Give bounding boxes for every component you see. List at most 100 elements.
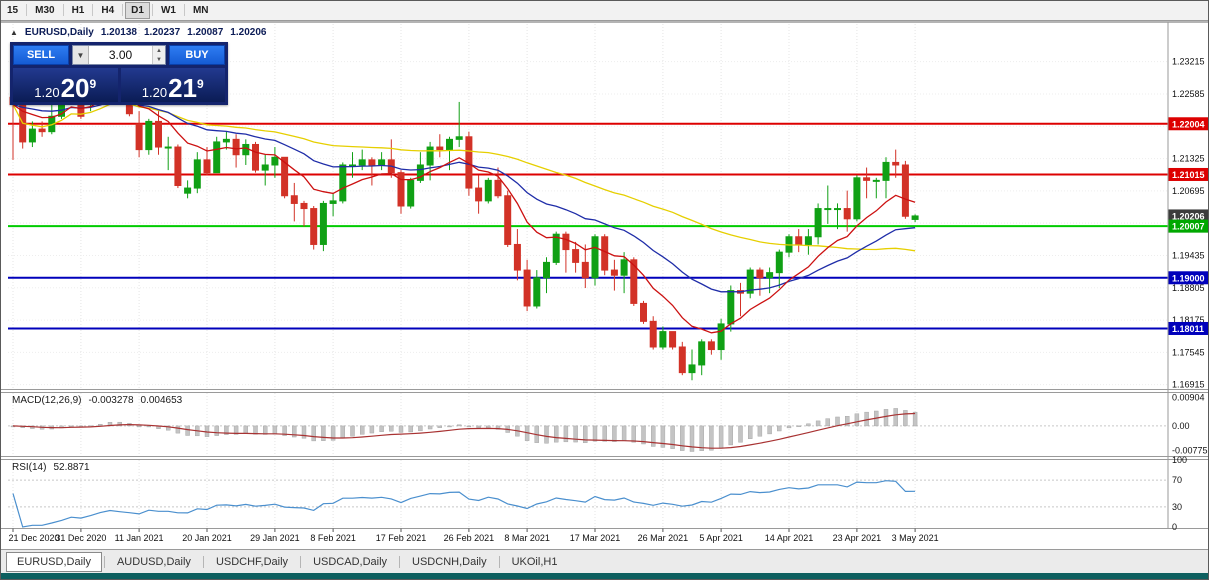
candle-body bbox=[203, 159, 211, 174]
macd-histogram-bar bbox=[117, 421, 122, 427]
ask-price[interactable]: 1.20 21 9 bbox=[120, 68, 225, 102]
macd-histogram-bar bbox=[311, 425, 316, 442]
tab-usdcad-daily[interactable]: USDCAD,Daily bbox=[313, 555, 388, 568]
tab-usdcnh-daily[interactable]: USDCNH,Daily bbox=[412, 555, 487, 568]
candle-body bbox=[368, 159, 376, 166]
candle-body bbox=[271, 156, 279, 166]
macd-value: -0.003278 bbox=[88, 395, 134, 406]
candle-body bbox=[688, 364, 696, 374]
candle-body bbox=[843, 208, 851, 220]
rsi-value: 52.8871 bbox=[53, 462, 90, 473]
candle-body bbox=[349, 164, 356, 167]
sell-button[interactable]: SELL bbox=[13, 45, 69, 65]
rsi-axis-label: 100 bbox=[1172, 455, 1187, 465]
tab-ukoil-h1[interactable]: UKOil,H1 bbox=[511, 555, 558, 568]
candle-body bbox=[232, 138, 240, 156]
date-label: 17 Mar 2021 bbox=[570, 533, 621, 543]
candle-body bbox=[640, 302, 647, 322]
rsi-line bbox=[12, 480, 916, 528]
volume-value[interactable]: 3.00 bbox=[108, 48, 133, 62]
macd-histogram-bar bbox=[457, 424, 462, 427]
timeframe-h4[interactable]: H4 bbox=[95, 2, 120, 19]
candle-body bbox=[135, 123, 143, 151]
bid-price[interactable]: 1.20 20 9 bbox=[13, 68, 118, 102]
macd-signal-value: 0.004653 bbox=[140, 395, 183, 406]
macd-histogram-bar bbox=[680, 425, 685, 451]
macd-histogram-bar bbox=[748, 425, 753, 439]
macd-name: MACD(12,26,9) bbox=[12, 395, 82, 406]
macd-histogram-bar bbox=[767, 425, 772, 435]
volume-dropdown-icon[interactable]: ▼ bbox=[73, 46, 89, 64]
candle-body bbox=[261, 164, 269, 171]
rsi-label: RSI(14) 52.8871 bbox=[12, 462, 90, 473]
collapse-panel-icon[interactable]: ▲ bbox=[10, 28, 18, 37]
tab-separator bbox=[498, 555, 500, 568]
macd-histogram-bar bbox=[427, 425, 433, 430]
candle-body bbox=[504, 195, 512, 245]
volume-up-icon[interactable]: ▲ bbox=[153, 46, 165, 55]
timeframe-w1[interactable]: W1 bbox=[155, 2, 182, 19]
macd-histogram-bar bbox=[340, 425, 345, 439]
macd-histogram-bar bbox=[631, 425, 636, 443]
candle-body bbox=[416, 164, 424, 181]
price-axis-label: 1.19435 bbox=[1172, 250, 1205, 260]
price-axis-label: 1.18805 bbox=[1172, 283, 1205, 293]
macd-histogram-bar bbox=[651, 425, 656, 447]
price-tag-text: 1.20007 bbox=[1172, 222, 1205, 232]
candle-body bbox=[290, 195, 298, 204]
date-label: 29 Jan 2021 bbox=[250, 533, 300, 543]
macd-histogram-bar bbox=[912, 411, 918, 427]
ma-fast-red bbox=[12, 91, 916, 334]
macd-histogram-bar bbox=[554, 425, 559, 443]
volume-field[interactable]: ▼ 3.00 ▲ ▼ bbox=[72, 45, 166, 65]
tab-usdchf-daily[interactable]: USDCHF,Daily bbox=[215, 555, 289, 568]
buy-button[interactable]: BUY bbox=[169, 45, 225, 65]
macd-histogram-bar bbox=[573, 425, 578, 443]
date-label: 14 Apr 2021 bbox=[765, 533, 814, 543]
candle-body bbox=[329, 200, 337, 204]
macd-histogram-bar bbox=[214, 425, 219, 436]
timeframe-h1[interactable]: H1 bbox=[66, 2, 91, 19]
timeframe-mn[interactable]: MN bbox=[187, 2, 215, 19]
timeframe-d1[interactable]: D1 bbox=[125, 1, 150, 19]
candle-body bbox=[649, 320, 657, 348]
volume-stepper[interactable]: ▲ ▼ bbox=[152, 46, 165, 64]
tab-audusd-daily[interactable]: AUDUSD,Daily bbox=[116, 555, 191, 568]
price-axis-label: 1.16915 bbox=[1172, 380, 1205, 390]
candle-body bbox=[242, 143, 250, 156]
macd-histogram-bar bbox=[466, 425, 472, 428]
price-tag-text: 1.21015 bbox=[1172, 170, 1205, 180]
macd-histogram-bar bbox=[689, 425, 695, 452]
tab-eurusd-daily[interactable]: EURUSD,Daily bbox=[6, 551, 102, 572]
tab-separator bbox=[399, 555, 401, 568]
timeframe-m30[interactable]: M30 bbox=[29, 2, 60, 19]
candle-body bbox=[494, 179, 502, 197]
macd-signal-line bbox=[12, 412, 916, 449]
volume-down-icon[interactable]: ▼ bbox=[153, 55, 165, 64]
candle-body bbox=[543, 261, 550, 279]
candle-body bbox=[581, 261, 589, 279]
rsi-axis-label: 0 bbox=[1172, 522, 1177, 532]
macd-histogram-bar bbox=[670, 425, 675, 449]
macd-histogram-bar bbox=[777, 425, 782, 432]
candle-body bbox=[892, 161, 900, 166]
candle-body bbox=[28, 128, 36, 143]
macd-histogram-bar bbox=[418, 425, 423, 432]
macd-histogram-bar bbox=[301, 425, 307, 439]
ma-mid-blue bbox=[12, 99, 916, 293]
macd-histogram-bar bbox=[825, 418, 830, 427]
chart-tabs-bar: EURUSD,Daily AUDUSD,Daily USDCHF,Daily U… bbox=[0, 549, 1209, 573]
timeframe-m15[interactable]: 15 bbox=[1, 2, 24, 19]
candle-body bbox=[455, 136, 463, 140]
macd-histogram-bar bbox=[903, 410, 908, 427]
macd-histogram-bar bbox=[757, 425, 763, 437]
candle-body bbox=[436, 146, 444, 151]
candle-body bbox=[552, 233, 560, 263]
candle-body bbox=[164, 146, 172, 149]
candle-body bbox=[213, 141, 221, 174]
candle-body bbox=[853, 177, 861, 220]
price-axis-label: 1.17545 bbox=[1172, 347, 1205, 357]
macd-histogram-bar bbox=[185, 425, 190, 436]
candle-body bbox=[882, 161, 890, 181]
